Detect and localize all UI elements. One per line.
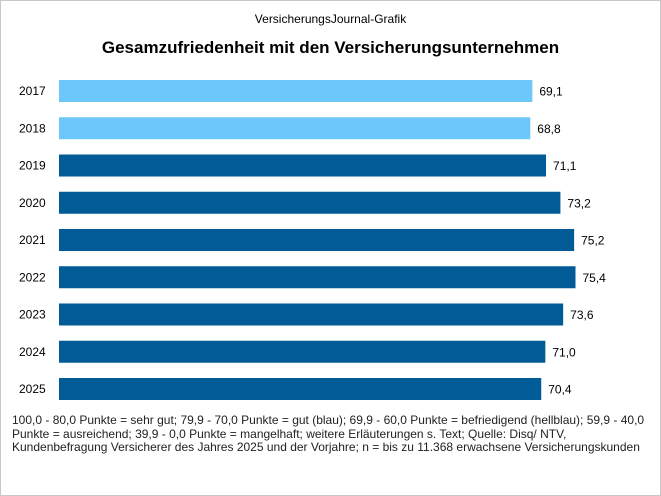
- value-label-2018: 68,8: [537, 122, 561, 136]
- year-label-2023: 2023: [19, 308, 46, 322]
- bar-2018: [59, 117, 531, 140]
- year-label-2025: 2025: [19, 382, 46, 396]
- bar-2017: [59, 80, 533, 102]
- year-label-2020: 2020: [19, 196, 46, 210]
- bar-2025: [59, 378, 542, 400]
- value-label-2022: 75,4: [582, 271, 606, 285]
- year-label-2019: 2019: [19, 159, 46, 173]
- value-label-2021: 75,2: [581, 234, 605, 248]
- bar-2022: [59, 266, 576, 289]
- chart-title: Gesamzufriedenheit mit den Versicherungs…: [101, 38, 560, 57]
- source-label: VersicherungsJournal-Grafik: [254, 12, 407, 26]
- bar-2020: [59, 191, 561, 214]
- value-label-2019: 71,1: [553, 159, 577, 173]
- value-label-2024: 71,0: [552, 345, 576, 359]
- year-label-2024: 2024: [19, 345, 46, 359]
- bar-2019: [59, 154, 547, 177]
- bar-chart: 2017 69,1 2018 68,8 2019 71,1 2020 73,2 2021 75,2…: [19, 80, 606, 400]
- value-label-2017: 69,1: [539, 85, 563, 99]
- year-label-2021: 2021: [19, 233, 46, 247]
- year-label-2022: 2022: [19, 270, 46, 284]
- value-label-2023: 73,6: [570, 308, 594, 322]
- year-label-2018: 2018: [19, 121, 46, 135]
- bar-2024: [59, 340, 546, 363]
- value-label-2020: 73,2: [567, 196, 591, 210]
- year-label-2017: 2017: [19, 84, 46, 98]
- footnote: 100,0 - 80,0 Punkte = sehr gut; 79,9 - 7…: [12, 413, 645, 454]
- bar-2021: [59, 229, 575, 251]
- bar-2023: [59, 303, 564, 326]
- value-label-2025: 70,4: [548, 383, 572, 397]
